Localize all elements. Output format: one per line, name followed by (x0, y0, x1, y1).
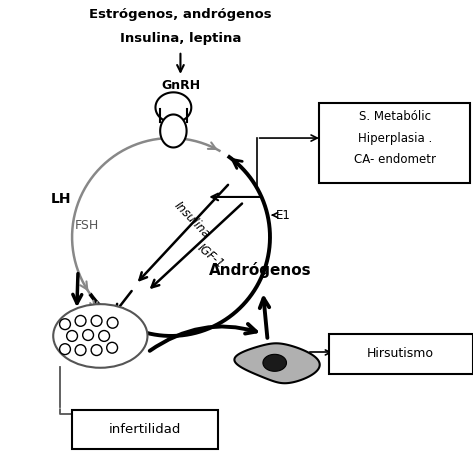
Text: LH: LH (51, 192, 72, 206)
FancyBboxPatch shape (329, 334, 473, 374)
Text: Hiperplasia .: Hiperplasia . (358, 132, 432, 145)
Circle shape (82, 329, 93, 340)
Text: Andrógenos: Andrógenos (209, 262, 312, 278)
Ellipse shape (53, 304, 147, 368)
Text: E1: E1 (275, 209, 291, 222)
Circle shape (107, 342, 118, 353)
Text: CA- endometr: CA- endometr (354, 153, 436, 166)
Circle shape (107, 318, 118, 328)
FancyBboxPatch shape (319, 103, 470, 183)
Text: GnRH: GnRH (161, 79, 200, 92)
Text: Hirsutismo: Hirsutismo (367, 347, 434, 360)
Polygon shape (155, 92, 191, 122)
Circle shape (60, 319, 71, 329)
Text: IGF-1: IGF-1 (195, 241, 227, 271)
Polygon shape (235, 343, 319, 383)
Polygon shape (160, 109, 187, 121)
Text: infertilidad: infertilidad (109, 423, 181, 436)
Circle shape (91, 316, 102, 326)
Text: FSH: FSH (74, 219, 99, 232)
Circle shape (67, 330, 77, 341)
Polygon shape (160, 115, 187, 147)
Text: Insulina, leptina: Insulina, leptina (120, 32, 241, 45)
Text: Insulina: Insulina (172, 200, 213, 242)
Circle shape (60, 344, 71, 355)
FancyBboxPatch shape (72, 410, 218, 449)
Text: Estrógenos, andrógenos: Estrógenos, andrógenos (89, 9, 272, 21)
Circle shape (99, 330, 109, 341)
Text: S. Metabólic: S. Metabólic (359, 110, 431, 123)
Circle shape (75, 345, 86, 356)
Polygon shape (263, 355, 286, 371)
Circle shape (91, 345, 102, 356)
Circle shape (75, 316, 86, 326)
